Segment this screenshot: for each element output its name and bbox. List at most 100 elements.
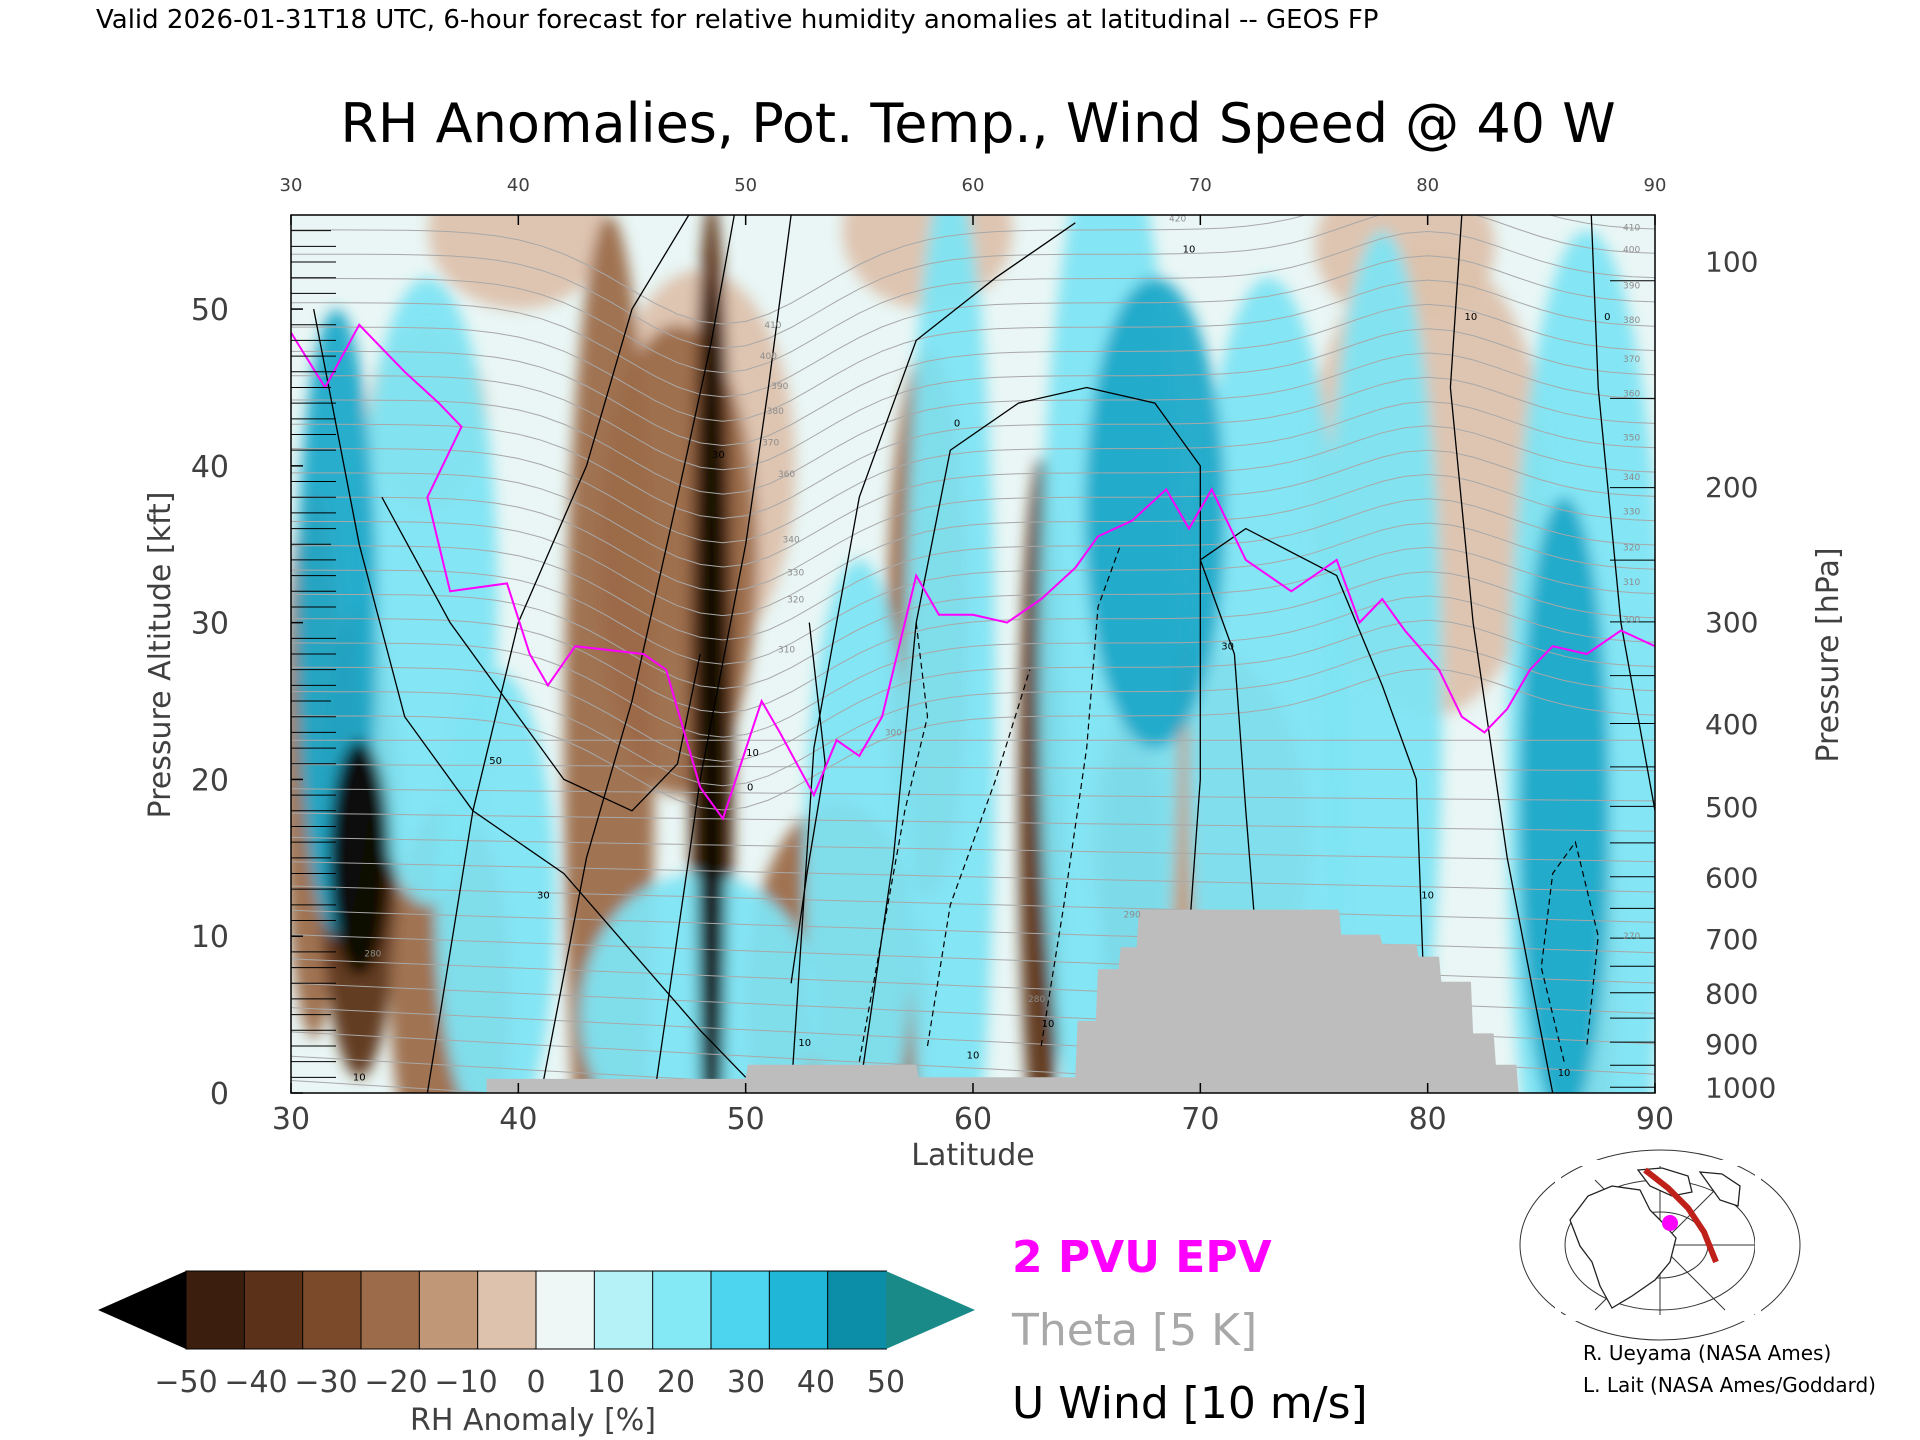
- theta-edge-label: 270: [1623, 932, 1640, 942]
- x-top-tick-label: 50: [734, 175, 757, 196]
- u-wind-contour: [654, 215, 792, 1093]
- theta-contour: [291, 215, 1655, 325]
- epv-2pvu-contour: [291, 323, 1655, 821]
- theta-contour: [291, 449, 1655, 592]
- u-wind-contour-negative: [1540, 840, 1599, 1062]
- plot-area: 4204104003903803703603403303203103002902…: [290, 214, 1656, 1094]
- theta-contour-label: 280: [364, 950, 381, 960]
- theta-contour-label: 360: [778, 470, 795, 480]
- rh-anomaly-patch: [435, 669, 556, 1093]
- colorbar-tick-label: −10: [434, 1365, 497, 1400]
- x-tick-label: 30: [272, 1102, 310, 1137]
- y-tick-label: 30: [191, 607, 229, 642]
- theta-contour: [291, 352, 1655, 495]
- colorbar-cell: [302, 1270, 362, 1350]
- wind-contour-label: 10: [746, 748, 759, 759]
- wind-contour-label: 10: [353, 1072, 366, 1083]
- theta-contour: [291, 401, 1655, 544]
- theta-contour-label: 370: [762, 438, 779, 448]
- rh-anomaly-patch: [564, 215, 655, 1093]
- y-tick-label: 20: [191, 763, 229, 798]
- colorbar-cell: [360, 1270, 421, 1350]
- wind-contour-label: 30: [1221, 641, 1234, 652]
- contour-labels: 4204104003903803703603403303203103002902…: [353, 215, 1611, 1083]
- colorbar-tick-label: 10: [587, 1365, 625, 1400]
- colorbar-over-arrow: [886, 1271, 975, 1349]
- theta-contour-label: 410: [764, 321, 781, 331]
- x-tick-label: 50: [727, 1102, 765, 1137]
- colorbar-tick-label: 0: [526, 1365, 545, 1400]
- theta-contour-label: 290: [1124, 910, 1141, 920]
- theta-edge-label: 320: [1623, 543, 1640, 553]
- colorbar-cell: [535, 1270, 596, 1350]
- theta-contour-label: 280: [1028, 995, 1045, 1005]
- location-marker: [1662, 1215, 1678, 1231]
- theta-edge-label: 400: [1623, 245, 1640, 255]
- u-wind-contour: [790, 622, 826, 984]
- y-tick-label: 0: [210, 1077, 229, 1112]
- x-tick-label: 70: [1181, 1102, 1219, 1137]
- u-wind-contour-negative: [858, 622, 929, 1062]
- theta-contour: [291, 571, 1655, 714]
- theta-contour: [291, 812, 1655, 832]
- theta-contour: [291, 230, 1655, 374]
- u-wind-contour: [1590, 215, 1655, 811]
- wind-contour-label: 30: [537, 891, 550, 902]
- colorbar-label: RH Anomaly [%]: [410, 1403, 656, 1438]
- location-inset-map: [1519, 1149, 1801, 1341]
- terrain-fill: [486, 909, 1519, 1093]
- colorbar-tick-label: 50: [867, 1365, 905, 1400]
- pressure-tick-label: 100: [1705, 245, 1758, 278]
- theta-contour: [291, 498, 1655, 641]
- wind-contour-label: 10: [798, 1038, 811, 1049]
- u-wind-contour: [426, 215, 690, 1093]
- theta-edge-label: 390: [1623, 282, 1640, 292]
- theta-contour: [291, 668, 1655, 811]
- wind-contour-label: 10: [1183, 245, 1196, 256]
- wind-contour-label: 0: [954, 419, 960, 430]
- colorbar-cell: [185, 1270, 246, 1350]
- theta-contour: [291, 788, 1655, 802]
- x-top-tick-label: 90: [1644, 175, 1667, 196]
- colorbar-tick-label: −50: [154, 1365, 217, 1400]
- valid-time-header: Valid 2026-01-31T18 UTC, 6-hour forecast…: [96, 5, 1378, 35]
- theta-contour-label: 400: [760, 352, 777, 362]
- colorbar: −50 −40 −30 −20 −10 0 10 20 30 40 50 RH Anomaly [%…: [98, 1270, 975, 1438]
- x-top-tick-label: 40: [507, 175, 530, 196]
- theta-contour: [291, 303, 1655, 447]
- theta-contour: [291, 595, 1655, 738]
- theta-contour: [291, 328, 1655, 471]
- cross-section-route: [1643, 1167, 1719, 1264]
- pressure-tick-label: 200: [1705, 471, 1758, 504]
- theta-contour: [291, 473, 1655, 617]
- colorbar-cell: [652, 1270, 713, 1350]
- theta-contour-label: 300: [885, 729, 902, 739]
- colorbar-cell: [593, 1270, 654, 1350]
- u-wind-contour: [790, 222, 1076, 1093]
- theta-edge-label: 380: [1623, 316, 1640, 326]
- x-axis-label: Latitude: [911, 1138, 1034, 1173]
- y-tick-label: 50: [191, 293, 229, 328]
- colorbar-cell: [768, 1270, 829, 1350]
- theta-contour: [291, 376, 1655, 519]
- colorbar-cell: [827, 1270, 888, 1350]
- x-tick-label: 40: [499, 1102, 537, 1137]
- colorbar-tick-label: −20: [364, 1365, 427, 1400]
- theta-edge-label: 350: [1623, 434, 1640, 444]
- y-tick-label: 40: [191, 450, 229, 485]
- pressure-tick-label: 700: [1705, 923, 1758, 956]
- x-axis-top: 30 40 50 60 70 80 90: [280, 175, 1667, 225]
- y-axis-label-right: Pressure [hPa]: [1811, 547, 1846, 762]
- x-top-tick-label: 80: [1416, 175, 1439, 196]
- pressure-tick-label: 600: [1705, 862, 1758, 895]
- u-wind-contour-negative: [926, 669, 1031, 1047]
- colorbar-tick-label: 30: [727, 1365, 765, 1400]
- theta-contour: [291, 425, 1655, 568]
- pressure-tick-label: 500: [1705, 791, 1758, 824]
- x-axis-bottom: 30 40 50 60 70 80 90: [272, 1083, 1674, 1137]
- theta-contour: [291, 255, 1655, 398]
- pressure-tick-label: 800: [1705, 978, 1758, 1011]
- theta-contours: [291, 215, 1655, 1093]
- pressure-tick-label: 900: [1705, 1028, 1758, 1061]
- theta-contour: [291, 1055, 939, 1093]
